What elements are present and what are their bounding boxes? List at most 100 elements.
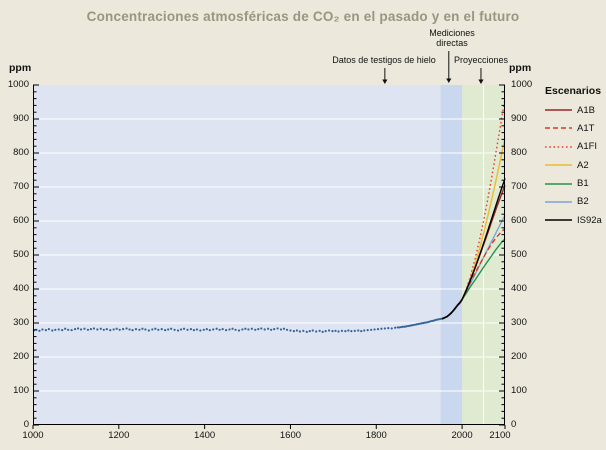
scatter-point [429, 320, 432, 323]
legend-item-B1: B1 [545, 178, 605, 190]
legend-swatch-B2 [545, 201, 572, 203]
y-axis-unit-left: ppm [9, 62, 32, 74]
scatter-point [128, 328, 131, 331]
scatter-point [134, 328, 138, 331]
y-tick-label-left: 600 [13, 215, 29, 226]
scatter-point [212, 328, 215, 331]
y-tick-label-left: 900 [13, 113, 29, 124]
scatter-point [406, 324, 410, 328]
scatter-point [340, 329, 344, 332]
scatter-point [254, 328, 257, 331]
y-tick-label-left: 800 [13, 147, 29, 158]
legend-label: B2 [577, 196, 589, 208]
legend-label: IS92a [577, 214, 602, 226]
scatter-point [141, 327, 144, 330]
scatter-point [51, 329, 54, 332]
scatter-point [57, 328, 60, 331]
y-tick-label-right: 1000 [511, 79, 533, 90]
scatter-point [70, 329, 73, 332]
scatter-point [157, 328, 160, 331]
scatter-point [334, 329, 337, 332]
scatter-point [160, 328, 163, 331]
scatter-point [170, 327, 173, 330]
scatter-point [295, 329, 298, 332]
scatter-point [279, 328, 283, 331]
y-tick-label-left: 1000 [7, 79, 29, 90]
x-tick-label: 1400 [194, 430, 216, 441]
scatter-point [186, 328, 189, 331]
scatter-point [331, 330, 334, 333]
scatter-point [164, 329, 167, 332]
scatter-point [376, 328, 380, 331]
scatter-point [276, 327, 279, 330]
scatter-point [324, 330, 327, 333]
ice-core-arrow [382, 68, 388, 84]
scatter-point [413, 323, 416, 326]
x-tick-label: 1800 [365, 430, 387, 441]
y-tick-label-right: 400 [511, 283, 527, 294]
scatter-point [192, 329, 196, 332]
scatter-point [380, 327, 383, 330]
y-tick-label-right: 300 [511, 317, 527, 328]
scatter-point [308, 330, 311, 333]
scatter-point [83, 327, 86, 330]
scatter-point [273, 328, 276, 331]
scatter-point [405, 325, 408, 328]
scatter-point [205, 328, 208, 331]
scatter-point [410, 324, 413, 327]
scatter-point [357, 329, 360, 332]
scatter-point [315, 330, 318, 333]
scatter-point [360, 330, 363, 333]
scatter-point [176, 329, 180, 332]
scatter-point [366, 329, 369, 332]
scatter-point [427, 320, 430, 324]
scatter-point [96, 328, 99, 331]
legend-item-A1FI: A1FI [545, 141, 605, 153]
scatter-point [418, 322, 422, 325]
scatter-point [327, 329, 331, 332]
legend-swatch-A1FI [545, 145, 572, 148]
scatter-point [189, 328, 193, 331]
scatter-point [437, 318, 441, 321]
scatter-point [403, 325, 406, 328]
y-tick-label-left: 300 [13, 317, 29, 328]
scatter-point [147, 329, 150, 332]
y-tick-label-right: 100 [511, 385, 527, 396]
legend-item-A2: A2 [545, 159, 605, 171]
y-tick-label-right: 500 [511, 249, 527, 260]
scatter-point [292, 330, 295, 333]
legend-swatch-A2 [545, 164, 572, 166]
scatter-point [112, 328, 115, 331]
scatter-point [89, 328, 93, 331]
scatter-point [47, 328, 50, 331]
scatter-point [373, 328, 376, 331]
legend-item-B2: B2 [545, 196, 605, 208]
scatter-point [115, 327, 118, 330]
scatter-point [202, 328, 205, 331]
scatter-point [67, 328, 70, 331]
legend-label: A1FI [577, 141, 598, 153]
scatter-point [420, 322, 423, 325]
x-tick-label: 2000 [451, 430, 473, 441]
scatter-point [396, 326, 399, 329]
legend-item-IS92a: IS92a [545, 214, 605, 226]
y-tick-label-left: 500 [13, 249, 29, 260]
scatter-point [231, 327, 234, 330]
y-tick-label-right: 0 [511, 419, 517, 430]
scatter-point [73, 328, 77, 331]
legend-label: A1T [577, 122, 595, 134]
y-tick-label-left: 0 [23, 419, 29, 430]
scatter-point [144, 328, 147, 331]
legend-label: B1 [577, 178, 589, 190]
scatter-point [257, 328, 260, 331]
scatter-point [422, 321, 425, 325]
scatter-point [415, 323, 418, 326]
legend-swatch-B1 [545, 182, 572, 185]
scatter-point [195, 328, 199, 331]
legend-header: Escenarios [545, 85, 602, 97]
scatter-point [263, 328, 266, 331]
scatter-point [105, 328, 108, 331]
scatter-point [439, 317, 442, 321]
